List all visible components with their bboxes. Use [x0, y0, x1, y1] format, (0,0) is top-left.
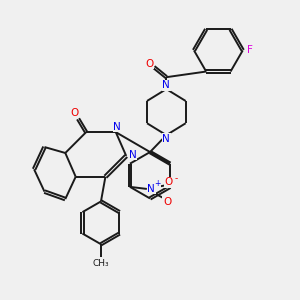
Text: F: F [247, 45, 253, 56]
Text: N: N [113, 122, 121, 132]
Text: -: - [175, 174, 178, 183]
Text: CH₃: CH₃ [93, 259, 109, 268]
Text: O: O [164, 177, 172, 187]
Text: N: N [147, 184, 155, 194]
Text: N: N [163, 134, 170, 144]
Text: +: + [155, 179, 161, 188]
Text: O: O [163, 197, 171, 207]
Text: N: N [129, 150, 136, 160]
Text: N: N [163, 80, 170, 90]
Text: O: O [70, 108, 78, 118]
Text: O: O [145, 58, 153, 68]
